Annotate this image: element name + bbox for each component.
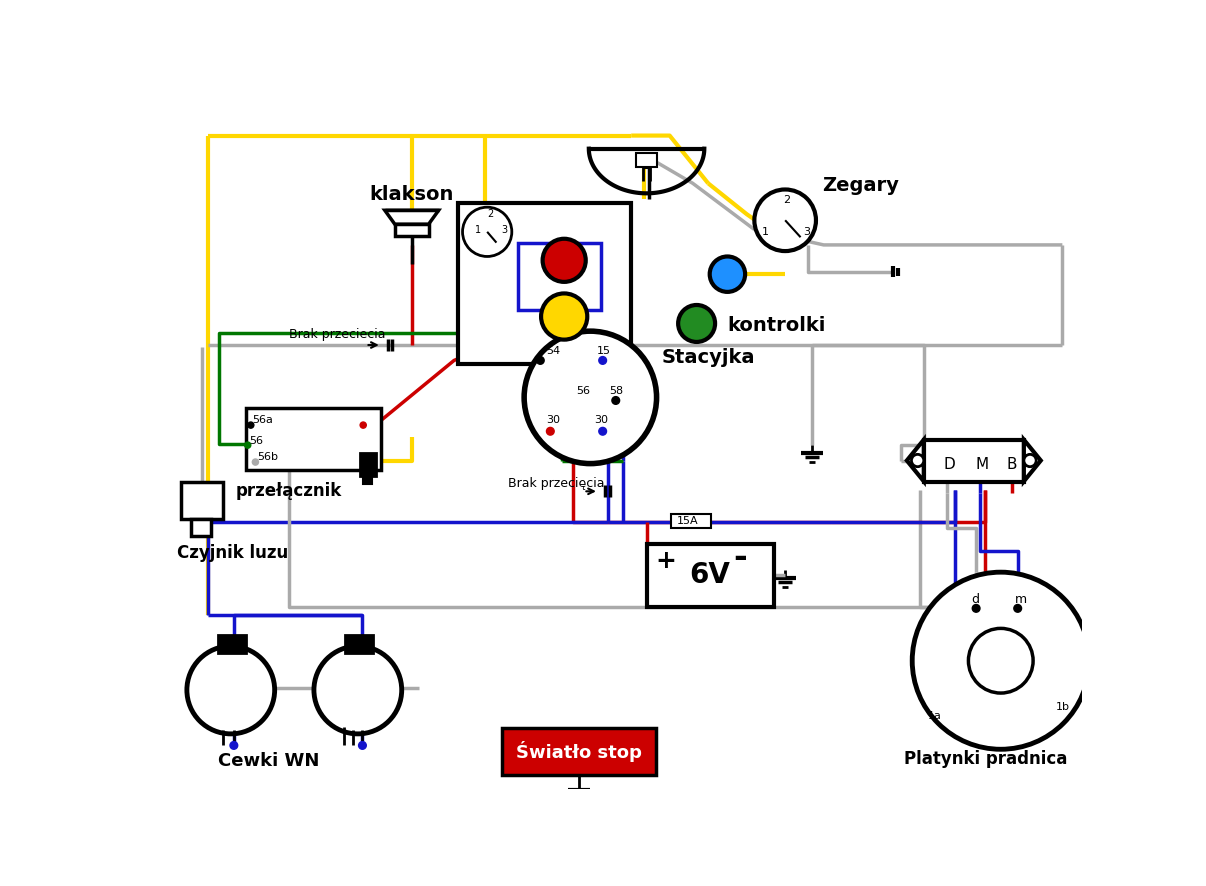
Text: 1: 1 — [475, 225, 481, 236]
Circle shape — [525, 331, 656, 463]
Text: 58: 58 — [609, 386, 624, 396]
Circle shape — [314, 646, 402, 734]
Circle shape — [912, 455, 924, 467]
Circle shape — [755, 190, 816, 251]
Text: 56b: 56b — [257, 453, 277, 462]
Text: 15: 15 — [597, 346, 610, 356]
Bar — [502, 728, 656, 774]
Text: m: m — [1014, 593, 1026, 606]
Circle shape — [912, 572, 1089, 750]
Circle shape — [537, 356, 544, 364]
Bar — [394, 224, 428, 237]
Text: 1: 1 — [762, 227, 769, 237]
Text: 56: 56 — [250, 436, 263, 446]
Polygon shape — [1024, 439, 1041, 481]
Text: Czyjnik luzu: Czyjnik luzu — [177, 544, 288, 562]
Text: 30: 30 — [595, 416, 608, 425]
Circle shape — [543, 238, 586, 282]
Text: B: B — [1006, 457, 1017, 472]
Text: 1b: 1b — [1056, 702, 1070, 712]
Text: klakson: klakson — [369, 185, 453, 205]
Text: -: - — [733, 541, 747, 574]
Bar — [363, 476, 373, 484]
Text: 54: 54 — [545, 346, 560, 356]
Circle shape — [972, 604, 980, 612]
Circle shape — [1014, 604, 1021, 612]
Circle shape — [1024, 455, 1036, 467]
Text: 1a: 1a — [927, 711, 942, 721]
Circle shape — [247, 422, 254, 428]
Text: 2: 2 — [784, 195, 791, 206]
Bar — [181, 482, 223, 519]
Text: 6V: 6V — [690, 561, 730, 589]
Bar — [192, 519, 211, 536]
Circle shape — [252, 459, 258, 465]
Circle shape — [358, 742, 367, 750]
Text: 56a: 56a — [252, 416, 274, 425]
Circle shape — [599, 427, 607, 435]
Circle shape — [546, 427, 555, 435]
Circle shape — [187, 646, 275, 734]
Text: 2: 2 — [487, 209, 493, 219]
Text: Brak przecięcia: Brak przecięcia — [508, 478, 604, 490]
Text: Światło stop: Światło stop — [516, 741, 642, 762]
Text: D: D — [943, 457, 955, 472]
Text: 30: 30 — [545, 416, 560, 425]
Circle shape — [245, 442, 251, 448]
Bar — [361, 453, 375, 476]
Text: 56: 56 — [576, 386, 591, 396]
Bar — [218, 634, 246, 653]
Circle shape — [678, 305, 715, 342]
Circle shape — [463, 207, 511, 256]
Text: 3: 3 — [803, 227, 810, 237]
Text: Cewki WN: Cewki WN — [218, 752, 320, 770]
Text: Platynki pradnica: Platynki pradnica — [903, 750, 1067, 768]
Bar — [636, 153, 657, 167]
Circle shape — [599, 356, 607, 364]
Circle shape — [361, 422, 367, 428]
Text: przełącznik: przełącznik — [235, 482, 341, 501]
Bar — [458, 203, 631, 364]
Circle shape — [364, 459, 371, 465]
Circle shape — [230, 742, 238, 750]
Bar — [672, 515, 712, 528]
Text: 15A: 15A — [677, 517, 698, 526]
Text: Stacyjka: Stacyjka — [661, 348, 755, 367]
Circle shape — [611, 397, 620, 404]
Polygon shape — [385, 210, 439, 224]
Text: kontrolki: kontrolki — [727, 316, 826, 335]
Text: 3: 3 — [500, 225, 508, 236]
Bar — [517, 243, 601, 310]
Circle shape — [541, 293, 587, 339]
Text: Zegary: Zegary — [822, 176, 898, 195]
Text: +: + — [656, 548, 677, 572]
Bar — [646, 544, 773, 607]
Circle shape — [968, 628, 1034, 693]
Text: Brak przeciecia: Brak przeciecia — [288, 328, 385, 341]
Polygon shape — [907, 439, 924, 481]
Bar — [924, 439, 1024, 482]
Bar — [345, 634, 373, 653]
Bar — [246, 408, 381, 470]
Text: d: d — [972, 593, 979, 606]
Text: M: M — [976, 457, 989, 472]
Circle shape — [709, 256, 745, 291]
